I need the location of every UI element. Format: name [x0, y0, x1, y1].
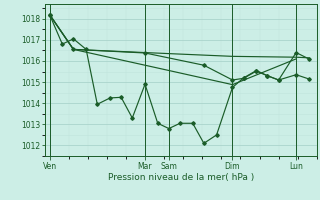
X-axis label: Pression niveau de la mer( hPa ): Pression niveau de la mer( hPa ): [108, 173, 254, 182]
